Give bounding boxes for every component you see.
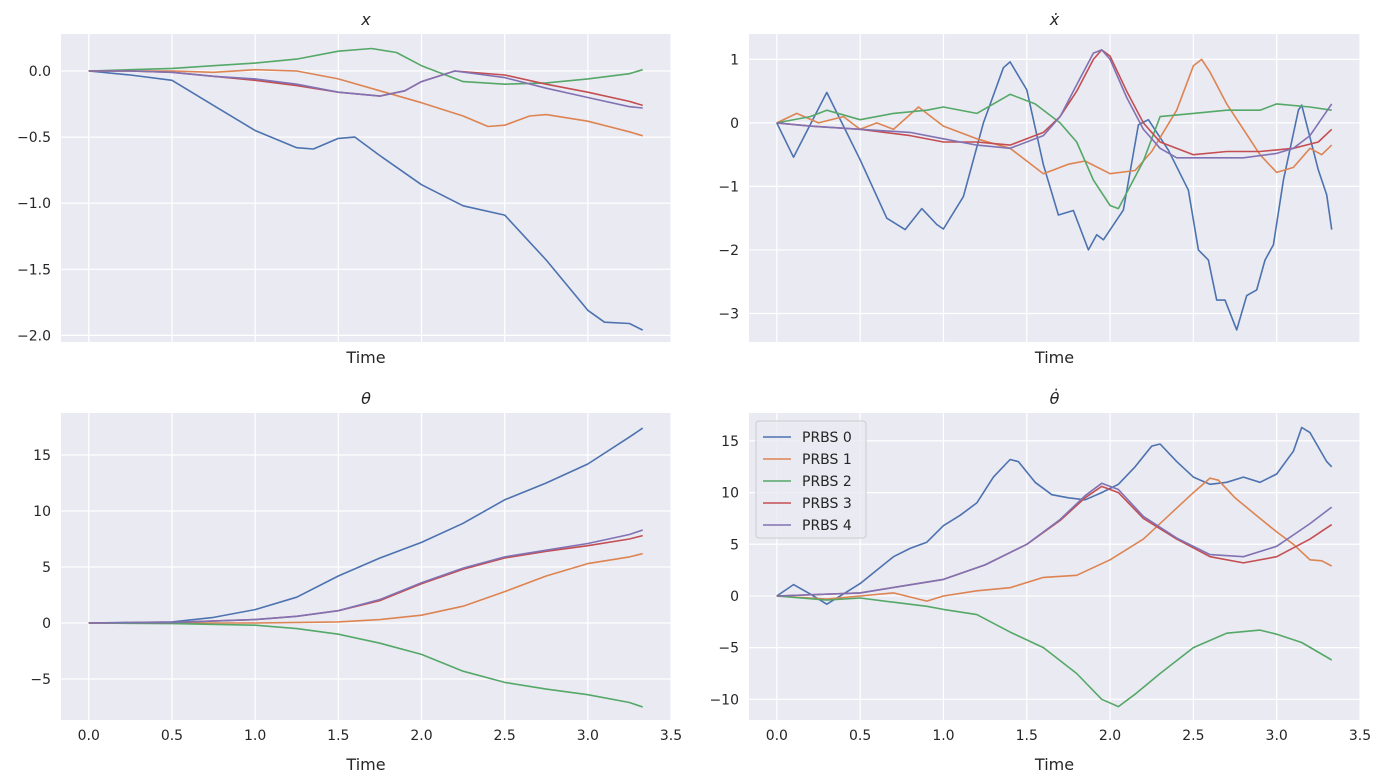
y-tick-label: 15: [721, 434, 739, 450]
legend-label-prbs-3: PRBS 3: [802, 496, 852, 512]
series-line-prbs-0: [88, 427, 644, 624]
legend-label-prbs-4: PRBS 4: [802, 518, 852, 534]
series-line-prbs-1: [776, 58, 1333, 175]
y-tick-label: −5: [718, 641, 739, 657]
y-tick-label: −1.0: [17, 196, 51, 212]
x-tick-label: 3.0: [577, 728, 599, 744]
series-line-prbs-2: [88, 47, 643, 85]
y-tick-label: 15: [33, 448, 51, 464]
series-line-prbs-2: [776, 595, 1333, 708]
x-tick-label: 0.5: [849, 728, 871, 744]
y-tick-label: 0: [730, 116, 739, 132]
y-tick-label: 0.0: [29, 64, 51, 80]
x-axis-label: Time: [1034, 755, 1074, 774]
y-tick-label: −10: [709, 692, 739, 708]
subplot-3: 0.0 0.5 1.0 1.5 2.0 2.5 3.0 3.5 −10 −5 0 5 10 15 θ̇ Tim…: [709, 389, 1371, 774]
legend-label-prbs-0: PRBS 0: [802, 430, 852, 446]
subplot-0: −2.0 −1.5 −1.0 −0.5 0.0 x Time: [17, 10, 672, 367]
y-tick-label: 10: [33, 504, 51, 520]
x-tick-label: 2.5: [494, 728, 516, 744]
y-tick-label: −2: [718, 243, 739, 259]
series-line-prbs-0: [776, 61, 1333, 331]
subplot-1: −3 −2 −1 0 1 ẋ Time: [718, 10, 1361, 367]
x-axis-label: Time: [345, 348, 385, 367]
x-axis-label: Time: [1034, 348, 1074, 367]
legend-label-prbs-2: PRBS 2: [802, 474, 852, 490]
series-line-prbs-3: [776, 49, 1333, 156]
chart-title: ẋ: [1049, 10, 1060, 29]
x-tick-label: 3.0: [1266, 728, 1288, 744]
legend-frame: [755, 420, 867, 539]
x-tick-label: 2.5: [1182, 728, 1204, 744]
chart-title: θ̇: [1050, 389, 1060, 408]
subplot-2: 0.0 0.5 1.0 1.5 2.0 2.5 3.0 3.5 −5 0 5 10 15 θ Time: [30, 389, 682, 774]
legend: PRBS 0 PRBS 1 PRBS 2 PRBS 3 PRBS 4: [755, 420, 867, 539]
plot-area: [61, 34, 671, 342]
x-axis-label: Time: [345, 755, 385, 774]
y-tick-label: 5: [730, 537, 739, 553]
plot-area: [749, 34, 1360, 342]
series-line-prbs-1: [88, 552, 643, 624]
y-tick-label: −5: [30, 672, 51, 688]
y-tick-label: 10: [721, 486, 739, 502]
x-tick-label: 1.5: [1016, 728, 1038, 744]
x-tick-label: 0.0: [766, 728, 788, 744]
x-tick-label: 1.5: [327, 728, 349, 744]
y-tick-label: 5: [42, 560, 51, 576]
x-tick-label: 0.5: [161, 728, 183, 744]
series-line-prbs-0: [88, 70, 644, 331]
x-tick-label: 1.0: [932, 728, 954, 744]
y-tick-label: −3: [718, 306, 739, 322]
series-line-prbs-4: [88, 70, 643, 109]
y-tick-label: −1.5: [17, 262, 51, 278]
series-line-prbs-0: [776, 426, 1333, 605]
y-tick-label: −2.0: [17, 328, 51, 344]
x-tick-label: 0.0: [78, 728, 100, 744]
y-tick-label: 0: [42, 616, 51, 632]
x-tick-label: 2.0: [1099, 728, 1121, 744]
legend-label-prbs-1: PRBS 1: [802, 452, 852, 468]
series-line-prbs-1: [88, 68, 643, 137]
chart-title: x: [360, 10, 371, 29]
y-tick-label: 1: [730, 52, 739, 68]
x-tick-label: 2.0: [410, 728, 432, 744]
series-line-prbs-1: [776, 477, 1333, 602]
series-line-prbs-4: [88, 529, 643, 624]
y-tick-label: 0: [730, 589, 739, 605]
series-line-prbs-2: [776, 93, 1332, 210]
chart-title: θ: [361, 389, 371, 408]
y-tick-label: −0.5: [17, 130, 51, 146]
series-line-prbs-4: [776, 49, 1333, 159]
x-tick-label: 3.5: [660, 728, 682, 744]
series-line-prbs-4: [776, 482, 1333, 597]
x-tick-label: 3.5: [1349, 728, 1371, 744]
series-line-prbs-2: [88, 622, 643, 708]
y-tick-label: −1: [718, 179, 739, 195]
x-tick-label: 1.0: [244, 728, 266, 744]
